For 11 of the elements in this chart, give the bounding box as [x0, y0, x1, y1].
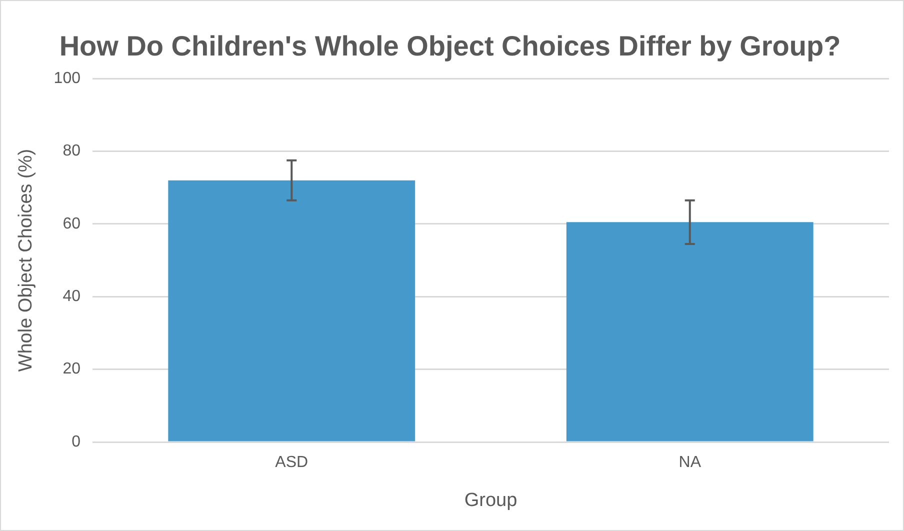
x-tick-label: ASD	[275, 454, 308, 472]
y-axis-title: Whole Object Choices (%)	[16, 148, 37, 372]
y-tick-label: 0	[72, 433, 81, 450]
y-tick-label: 60	[62, 215, 81, 232]
chart-title: How Do Children's Whole Object Choices Differ by Group?	[59, 30, 841, 62]
y-tick-label: 40	[62, 288, 81, 306]
y-tick-label: 80	[62, 142, 81, 160]
y-tick-label: 100	[54, 70, 81, 88]
y-tick-label: 20	[62, 360, 81, 378]
x-tick-label: NA	[678, 454, 702, 472]
x-axis-title: Group	[464, 490, 518, 511]
